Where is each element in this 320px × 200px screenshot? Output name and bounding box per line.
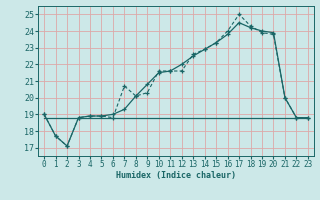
X-axis label: Humidex (Indice chaleur): Humidex (Indice chaleur) <box>116 171 236 180</box>
